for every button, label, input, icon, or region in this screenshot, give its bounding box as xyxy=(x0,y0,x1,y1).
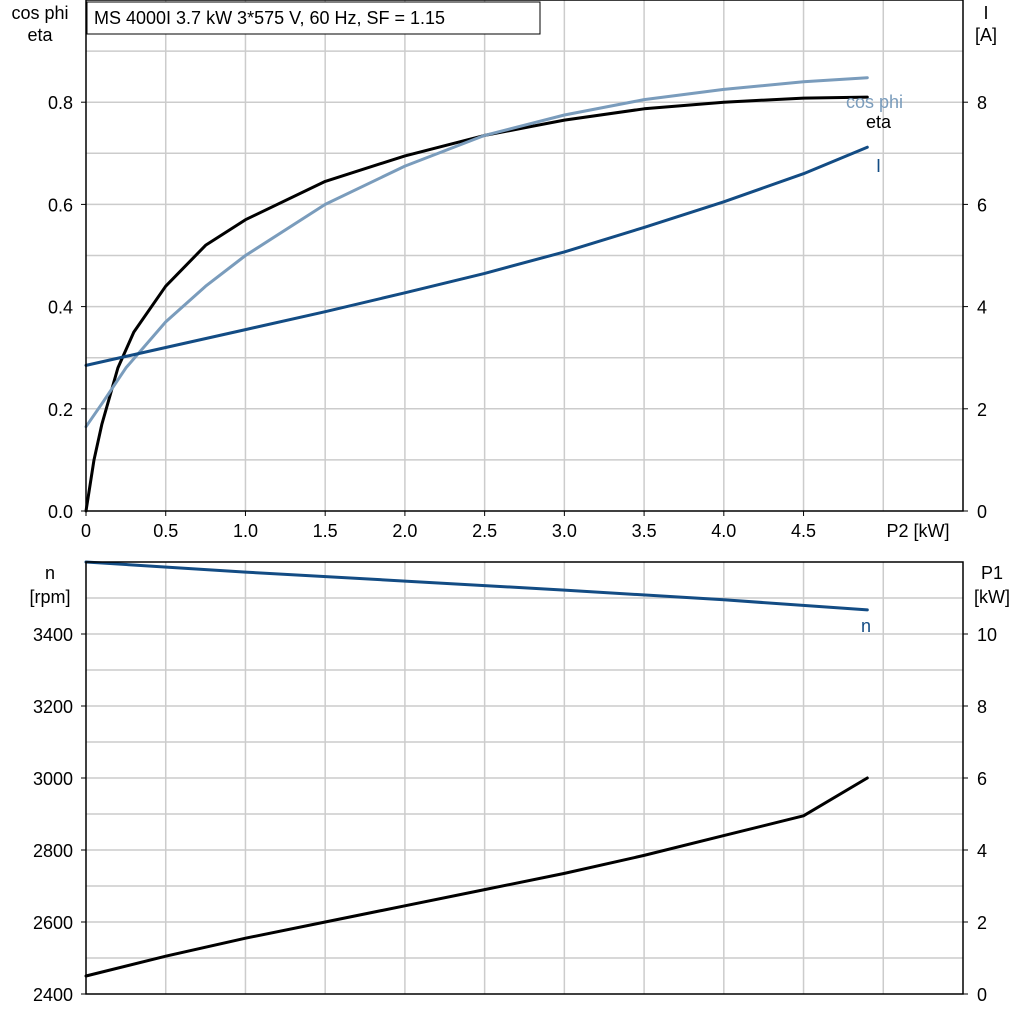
y-left-tick-label: 0.6 xyxy=(48,195,73,215)
x-axis-title: P2 [kW] xyxy=(886,521,949,541)
x-tick-label: 2.5 xyxy=(472,521,497,541)
bottom-series: n xyxy=(84,560,871,978)
y-right-tick-label: 2 xyxy=(977,400,987,420)
y-right-tick-label: 0 xyxy=(977,985,987,1005)
y-left-tick-label: 3000 xyxy=(33,769,73,789)
y-right-tick-label: 10 xyxy=(977,625,997,645)
y-left-tick-label: 3400 xyxy=(33,625,73,645)
x-tick-label: 3.5 xyxy=(632,521,657,541)
y-right-tick-label: 0 xyxy=(977,502,987,522)
series-label-i: I xyxy=(876,156,881,176)
top-left-axis-title-line1: cos phi xyxy=(11,3,68,23)
top-grid xyxy=(86,0,963,511)
top-left-axis-title-line2: eta xyxy=(27,25,53,45)
series-line-p1 xyxy=(84,776,869,978)
top-right-axis-title-line1: I xyxy=(983,3,988,23)
x-tick-label: 1.0 xyxy=(233,521,258,541)
y-right-tick-label: 8 xyxy=(977,697,987,717)
y-left-tick-label: 0.8 xyxy=(48,93,73,113)
y-right-tick-label: 8 xyxy=(977,93,987,113)
y-left-tick-label: 2800 xyxy=(33,841,73,861)
y-right-tick-label: 6 xyxy=(977,195,987,215)
top-tick-labels: 0 0.5 1.0 1.5 2.0 2.5 3.0 3.5 4.0 4.5 0.0 0.2 0.4 0.6… xyxy=(48,93,987,541)
bottom-left-axis-title-line1: n xyxy=(45,563,55,583)
x-tick-label: 3.0 xyxy=(552,521,577,541)
x-tick-label: 4.5 xyxy=(791,521,816,541)
bottom-right-axis-title-line2: [kW] xyxy=(974,587,1010,607)
series-label-cos-phi: cos phi xyxy=(846,92,903,112)
bottom-right-axis-title-line1: P1 xyxy=(981,563,1003,583)
y-left-tick-label: 0.4 xyxy=(48,298,73,318)
chart-title: MS 4000I 3.7 kW 3*575 V, 60 Hz, SF = 1.1… xyxy=(94,8,445,28)
bottom-left-axis-title-line2: [rpm] xyxy=(29,587,70,607)
series-label-eta: eta xyxy=(866,112,892,132)
y-right-tick-label: 6 xyxy=(977,769,987,789)
top-plot-frame xyxy=(85,0,964,512)
bottom-tick-labels: 2400 2600 2800 3000 3200 3400 0 2 4 6 8 10 xyxy=(33,625,997,1005)
y-left-tick-label: 2400 xyxy=(33,985,73,1005)
bottom-grid xyxy=(86,562,963,994)
y-right-tick-label: 4 xyxy=(977,298,987,318)
bottom-panel: n 2400 2600 2800 3000 3200 3400 0 2 4 6 8 10 n [rpm… xyxy=(29,560,1010,1005)
series-line-eta xyxy=(84,95,869,513)
y-left-tick-label: 0.2 xyxy=(48,400,73,420)
top-right-axis-title-line2: [A] xyxy=(975,25,997,45)
x-tick-label: 0.5 xyxy=(153,521,178,541)
title-box xyxy=(86,1,541,35)
x-tick-label: 2.0 xyxy=(392,521,417,541)
y-right-tick-label: 4 xyxy=(977,841,987,861)
y-left-tick-label: 2600 xyxy=(33,913,73,933)
x-tick-label: 0 xyxy=(81,521,91,541)
series-line-n xyxy=(84,560,869,612)
y-right-tick-label: 2 xyxy=(977,913,987,933)
series-line-cos-phi xyxy=(84,76,869,429)
y-left-tick-label: 3200 xyxy=(33,697,73,717)
series-line-i xyxy=(84,145,869,367)
x-tick-label: 4.0 xyxy=(711,521,736,541)
y-left-tick-label: 0.0 xyxy=(48,502,73,522)
x-tick-label: 1.5 xyxy=(313,521,338,541)
series-label-n: n xyxy=(861,616,871,636)
